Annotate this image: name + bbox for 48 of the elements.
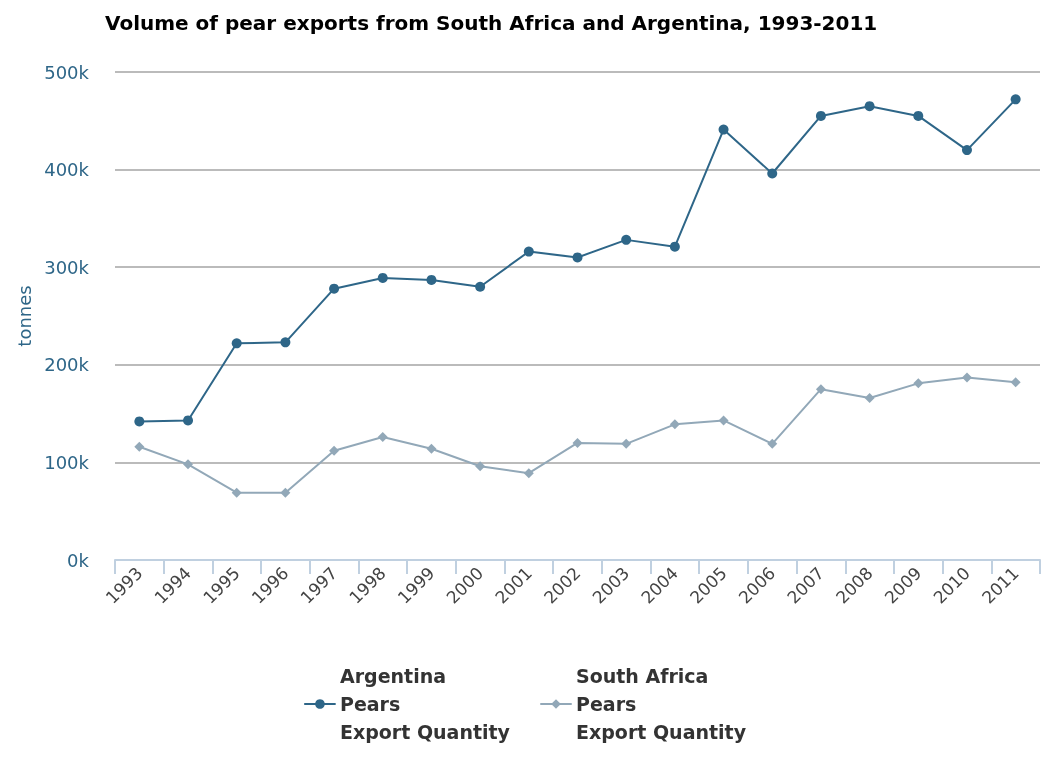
point [329, 283, 340, 294]
y-tick-label: 200k [44, 354, 90, 376]
y-tick-label: 0k [67, 549, 90, 571]
point [280, 337, 291, 348]
point [183, 415, 194, 426]
point [329, 445, 340, 456]
point [864, 101, 875, 112]
point [767, 168, 778, 179]
point [669, 419, 680, 430]
point [426, 443, 437, 454]
point [377, 432, 388, 443]
y-tick-label: 400k [44, 159, 90, 181]
point [718, 124, 729, 135]
point [961, 145, 972, 156]
point [621, 438, 632, 449]
point [669, 241, 680, 252]
point [621, 234, 632, 245]
y-axis-title: tonnes [13, 285, 35, 347]
point [961, 372, 972, 383]
point [913, 378, 924, 389]
point [913, 110, 924, 121]
point [815, 384, 826, 395]
chart-title: Volume of pear exports from South Africa and Argentina, 1993-2011 [105, 11, 878, 35]
point [815, 110, 826, 121]
point [572, 437, 583, 448]
y-tick-label: 300k [44, 256, 90, 278]
point [183, 459, 194, 470]
point [134, 416, 145, 427]
point [1010, 94, 1021, 105]
point [718, 415, 729, 426]
legend-label: Argentina Pears Export Quantity [339, 665, 511, 743]
point [280, 487, 291, 498]
point [1010, 377, 1021, 388]
y-tick-label: 500k [44, 61, 90, 83]
point [523, 246, 534, 257]
point [231, 487, 242, 498]
point [426, 274, 437, 285]
point [475, 281, 486, 292]
point [767, 438, 778, 449]
point [377, 272, 388, 283]
point [134, 441, 145, 452]
point [864, 392, 875, 403]
legend-label: South Africa Pears Export Quantity [576, 665, 747, 743]
point [572, 252, 583, 263]
point [231, 338, 242, 349]
y-tick-label: 100k [44, 451, 90, 473]
point [475, 461, 486, 472]
point [523, 468, 534, 479]
